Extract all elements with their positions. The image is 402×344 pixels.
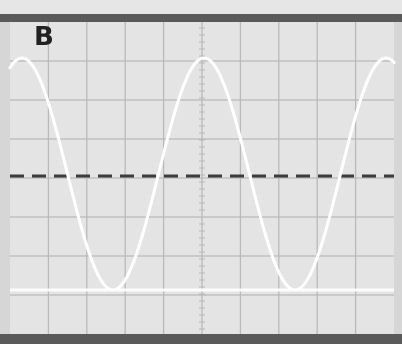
screen-frame-bottom [0,334,402,344]
sine-wave-trace [8,56,396,292]
panel-label: B [34,22,54,52]
screen-frame-top [0,14,402,22]
screen-frame-topmost [0,0,402,14]
graticule-grid [10,22,394,334]
